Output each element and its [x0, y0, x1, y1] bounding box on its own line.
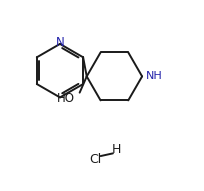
Text: H: H [112, 143, 121, 156]
Text: HO: HO [57, 92, 75, 105]
Text: Cl: Cl [89, 153, 101, 166]
Text: NH: NH [145, 71, 162, 81]
Text: N: N [56, 36, 64, 49]
